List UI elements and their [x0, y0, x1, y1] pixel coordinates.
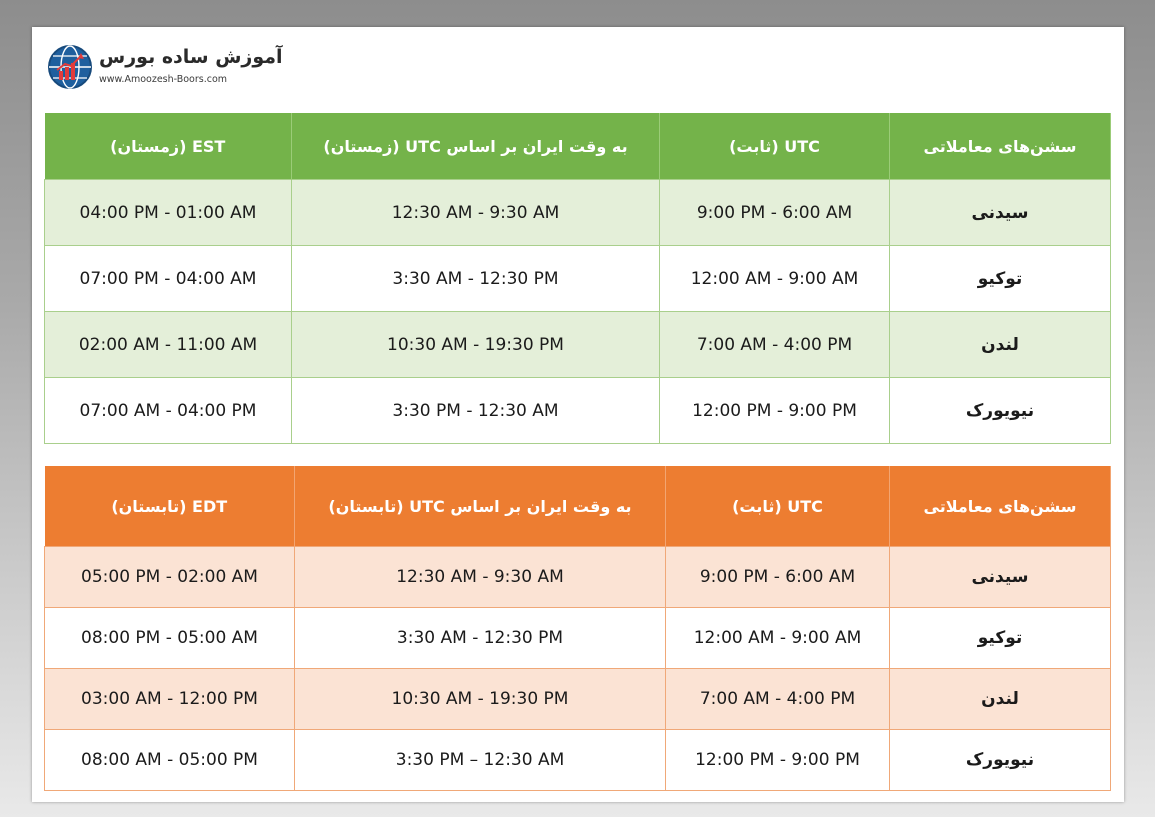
cell-city: نیویورک	[889, 377, 1111, 444]
cell-utc: 12:00 AM - 9:00 AM	[665, 607, 890, 669]
table-row: 03:00 AM - 12:00 PM 10:30 AM - 19:30 PM …	[44, 668, 1111, 730]
table-row: 04:00 PM - 01:00 AM 12:30 AM - 9:30 AM 9…	[44, 179, 1111, 246]
site-logo[interactable]: آموزش ساده بورس www.Amoozesh-Boors.com	[47, 44, 283, 94]
cell-city: لندن	[889, 311, 1111, 378]
cell-iran-time: 3:30 PM - 12:30 AM	[291, 377, 660, 444]
cell-iran-time: 3:30 AM - 12:30 PM	[291, 245, 660, 312]
header-session: سشن‌های معاملاتی	[889, 466, 1111, 547]
table-row: 05:00 PM - 02:00 AM 12:30 AM - 9:30 AM 9…	[44, 546, 1111, 608]
cell-utc: 12:00 AM - 9:00 AM	[659, 245, 890, 312]
globe-chart-icon	[48, 45, 92, 89]
table-row: 07:00 AM - 04:00 PM 3:30 PM - 12:30 AM 1…	[44, 377, 1111, 444]
header-iran-time: به وقت ایران بر اساس UTC (تابستان)	[294, 466, 666, 547]
cell-iran-time: 12:30 AM - 9:30 AM	[294, 546, 666, 608]
logo-title: آموزش ساده بورس	[99, 46, 283, 68]
cell-iran-time: 3:30 PM – 12:30 AM	[294, 729, 666, 791]
table-row: 02:00 AM - 11:00 AM 10:30 AM - 19:30 PM …	[44, 311, 1111, 378]
cell-edt: 08:00 PM - 05:00 AM	[44, 607, 295, 669]
cell-edt: 05:00 PM - 02:00 AM	[44, 546, 295, 608]
cell-utc: 9:00 PM - 6:00 AM	[659, 179, 890, 246]
cell-est: 02:00 AM - 11:00 AM	[44, 311, 292, 378]
header-utc: UTC (ثابت)	[665, 466, 890, 547]
cell-utc: 9:00 PM - 6:00 AM	[665, 546, 890, 608]
cell-city: نیویورک	[889, 729, 1111, 791]
table-row: 08:00 PM - 05:00 AM 3:30 AM - 12:30 PM 1…	[44, 607, 1111, 669]
cell-city: سیدنی	[889, 179, 1111, 246]
cell-utc: 7:00 AM - 4:00 PM	[665, 668, 890, 730]
content-card: آموزش ساده بورس www.Amoozesh-Boors.com E…	[32, 27, 1124, 802]
header-utc: UTC (ثابت)	[659, 113, 890, 180]
header-iran-time: به وقت ایران بر اساس UTC (زمستان)	[291, 113, 660, 180]
header-edt: EDT (تابستان)	[44, 466, 295, 547]
table-row: 07:00 PM - 04:00 AM 3:30 AM - 12:30 PM 1…	[44, 245, 1111, 312]
cell-iran-time: 10:30 AM - 19:30 PM	[294, 668, 666, 730]
cell-utc: 7:00 AM - 4:00 PM	[659, 311, 890, 378]
cell-edt: 08:00 AM - 05:00 PM	[44, 729, 295, 791]
cell-iran-time: 3:30 AM - 12:30 PM	[294, 607, 666, 669]
cell-utc: 12:00 PM - 9:00 PM	[665, 729, 890, 791]
cell-city: توکیو	[889, 245, 1111, 312]
cell-utc: 12:00 PM - 9:00 PM	[659, 377, 890, 444]
table-header-row: EST (زمستان) به وقت ایران بر اساس UTC (ز…	[44, 113, 1111, 180]
cell-edt: 03:00 AM - 12:00 PM	[44, 668, 295, 730]
table-row: 08:00 AM - 05:00 PM 3:30 PM – 12:30 AM 1…	[44, 729, 1111, 791]
cell-iran-time: 10:30 AM - 19:30 PM	[291, 311, 660, 378]
header-est: EST (زمستان)	[44, 113, 292, 180]
winter-sessions-table: EST (زمستان) به وقت ایران بر اساس UTC (ز…	[44, 113, 1111, 444]
summer-sessions-table: EDT (تابستان) به وقت ایران بر اساس UTC (…	[44, 466, 1111, 791]
table-header-row: EDT (تابستان) به وقت ایران بر اساس UTC (…	[44, 466, 1111, 547]
cell-est: 07:00 AM - 04:00 PM	[44, 377, 292, 444]
cell-iran-time: 12:30 AM - 9:30 AM	[291, 179, 660, 246]
cell-est: 04:00 PM - 01:00 AM	[44, 179, 292, 246]
logo-url: www.Amoozesh-Boors.com	[99, 74, 228, 85]
cell-city: توکیو	[889, 607, 1111, 669]
cell-city: سیدنی	[889, 546, 1111, 608]
cell-est: 07:00 PM - 04:00 AM	[44, 245, 292, 312]
cell-city: لندن	[889, 668, 1111, 730]
header-session: سشن‌های معاملاتی	[889, 113, 1111, 180]
